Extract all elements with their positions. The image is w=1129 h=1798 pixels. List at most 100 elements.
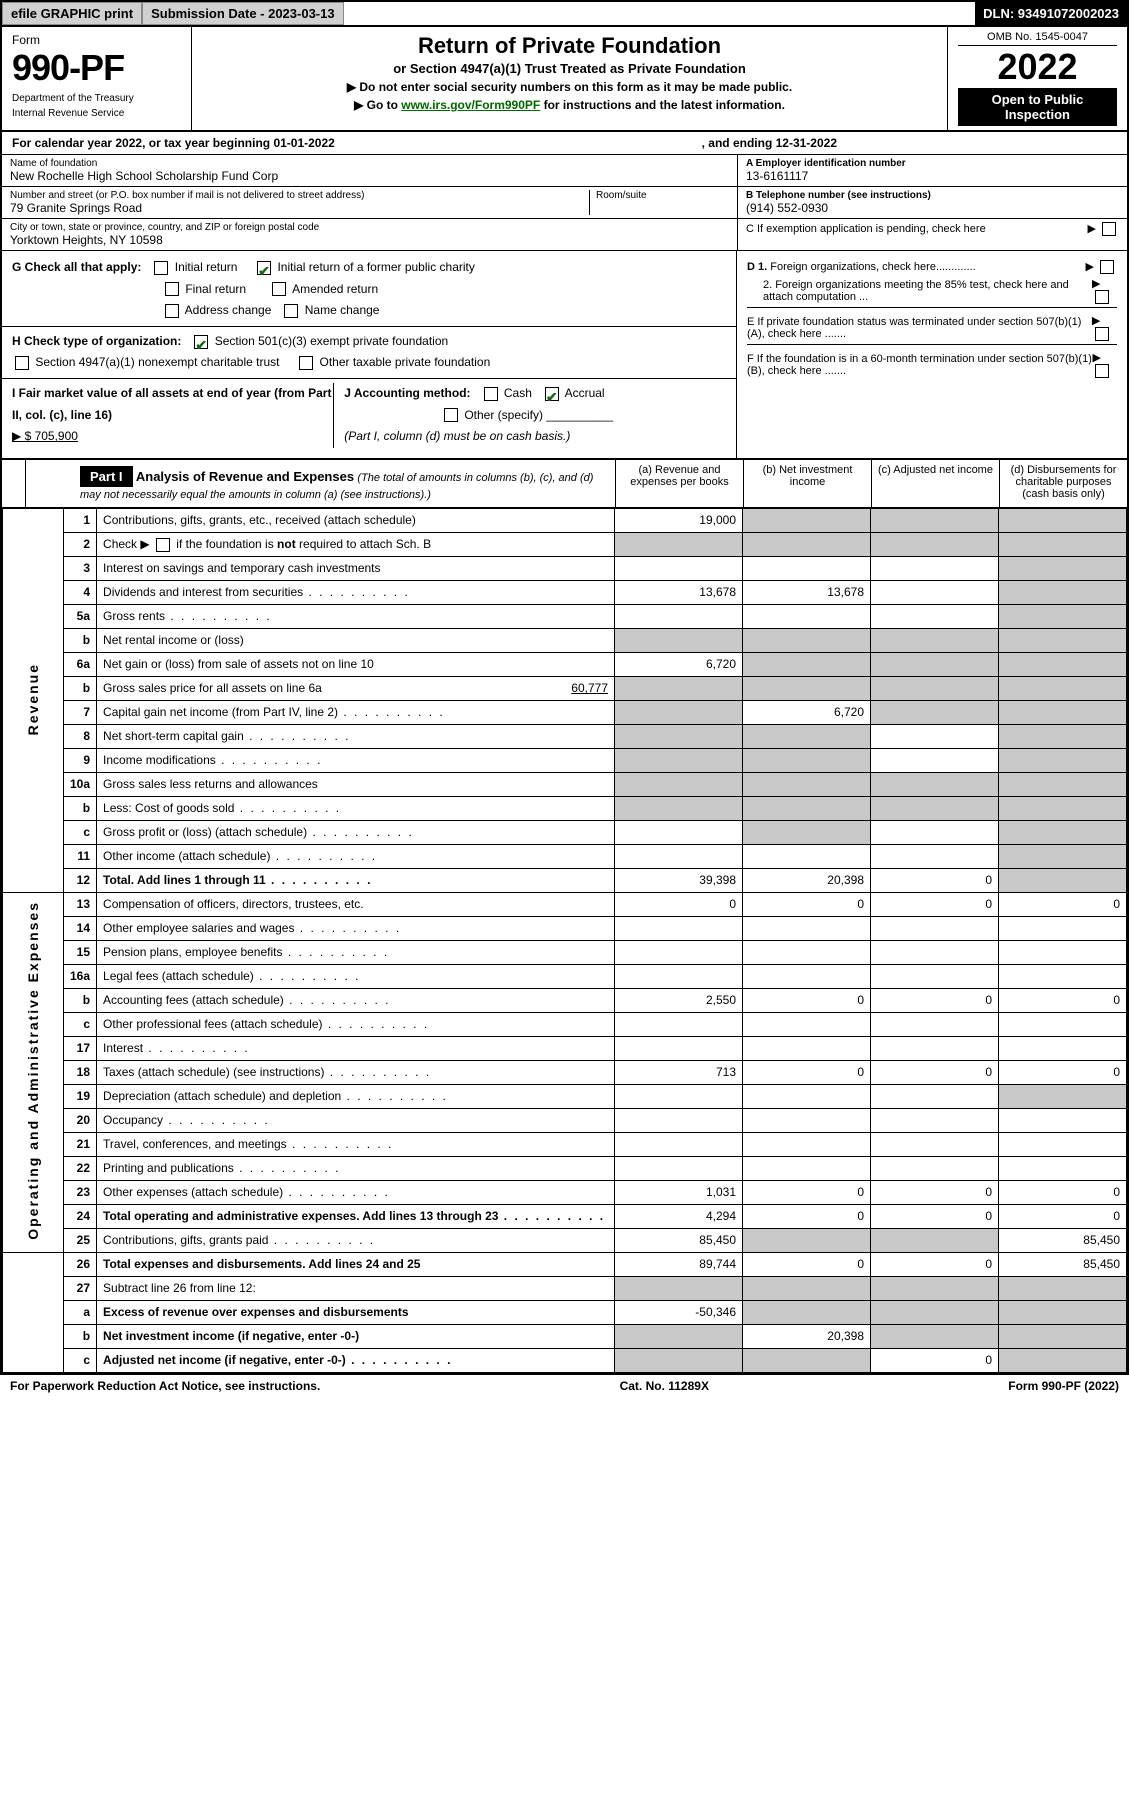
cell-a: 0: [615, 892, 743, 916]
j-other-checkbox[interactable]: [444, 408, 458, 422]
table-row: bNet rental income or (loss): [3, 628, 1127, 652]
line-label: Gross profit or (loss) (attach schedule): [97, 820, 615, 844]
h-501c3-checkbox[interactable]: [194, 335, 208, 349]
cell-d: 85,450: [999, 1252, 1127, 1276]
j-accrual-checkbox[interactable]: [545, 387, 559, 401]
efile-print-button[interactable]: efile GRAPHIC print: [2, 2, 142, 25]
col-d-header: (d) Disbursements for charitable purpose…: [999, 460, 1127, 507]
part1-title: Analysis of Revenue and Expenses: [136, 469, 354, 484]
schb-checkbox[interactable]: [156, 538, 170, 552]
cell-b: [743, 508, 871, 532]
col-c-header: (c) Adjusted net income: [871, 460, 999, 507]
table-row: 26Total expenses and disbursements. Add …: [3, 1252, 1127, 1276]
g-final-checkbox[interactable]: [165, 282, 179, 296]
line-label: Legal fees (attach schedule): [97, 964, 615, 988]
line-label: Subtract line 26 from line 12:: [97, 1276, 615, 1300]
line-label: Other professional fees (attach schedule…: [97, 1012, 615, 1036]
line-num: 7: [64, 700, 97, 724]
line-label: Other expenses (attach schedule): [97, 1180, 615, 1204]
d2-checkbox[interactable]: [1095, 290, 1109, 304]
cell-c: 0: [871, 1180, 999, 1204]
line-num: a: [64, 1300, 97, 1324]
e-checkbox[interactable]: [1095, 327, 1109, 341]
footer-right: Form 990-PF (2022): [1008, 1379, 1119, 1393]
h-label: H Check type of organization:: [12, 334, 181, 348]
cell-c: [871, 508, 999, 532]
dln-label: DLN: 93491072002023: [975, 2, 1127, 25]
line-num: 15: [64, 940, 97, 964]
c-checkbox[interactable]: [1102, 222, 1116, 236]
table-row: 15Pension plans, employee benefits: [3, 940, 1127, 964]
line-label: Other employee salaries and wages: [97, 916, 615, 940]
table-row: 4Dividends and interest from securities1…: [3, 580, 1127, 604]
g-initial-checkbox[interactable]: [154, 261, 168, 275]
cell-c: 0: [871, 1252, 999, 1276]
form-subtitle: or Section 4947(a)(1) Trust Treated as P…: [212, 61, 927, 76]
g-addr-checkbox[interactable]: [165, 304, 179, 318]
submission-date-button[interactable]: Submission Date - 2023-03-13: [142, 2, 344, 25]
line-num: 6a: [64, 652, 97, 676]
h-4947-label: Section 4947(a)(1) nonexempt charitable …: [35, 355, 279, 369]
cell-b: 0: [743, 988, 871, 1012]
g-initial-label: Initial return: [175, 260, 238, 274]
g-name-checkbox[interactable]: [284, 304, 298, 318]
cell-a: 713: [615, 1060, 743, 1084]
e-label: E If private foundation status was termi…: [747, 316, 1092, 340]
table-row: Operating and Administrative Expenses 13…: [3, 892, 1127, 916]
footer-mid: Cat. No. 11289X: [620, 1379, 709, 1393]
table-row: bLess: Cost of goods sold: [3, 796, 1127, 820]
i-label: I Fair market value of all assets at end…: [12, 386, 331, 422]
h-501c3-label: Section 501(c)(3) exempt private foundat…: [215, 334, 448, 348]
line-num: 8: [64, 724, 97, 748]
cell-b: 6,720: [743, 700, 871, 724]
cell-b: 0: [743, 1180, 871, 1204]
title-cell: Return of Private Foundation or Section …: [192, 27, 947, 130]
irs-link[interactable]: www.irs.gov/Form990PF: [401, 98, 540, 112]
line-num: 21: [64, 1132, 97, 1156]
line-label: Accounting fees (attach schedule): [97, 988, 615, 1012]
table-row: 10aGross sales less returns and allowanc…: [3, 772, 1127, 796]
line-label: Gross sales price for all assets on line…: [97, 676, 615, 700]
line-num: 20: [64, 1108, 97, 1132]
year-cell: OMB No. 1545-0047 2022 Open to Public In…: [947, 27, 1127, 130]
f-checkbox[interactable]: [1095, 364, 1109, 378]
cell-a: 19,000: [615, 508, 743, 532]
g-former-checkbox[interactable]: [257, 261, 271, 275]
line-num: 9: [64, 748, 97, 772]
line-num: c: [64, 820, 97, 844]
table-row: 6aNet gain or (loss) from sale of assets…: [3, 652, 1127, 676]
addr-label: Number and street (or P.O. box number if…: [10, 190, 589, 201]
h-other-checkbox[interactable]: [299, 356, 313, 370]
line-label: Compensation of officers, directors, tru…: [97, 892, 615, 916]
line-label: Total. Add lines 1 through 11: [97, 868, 615, 892]
line-num: b: [64, 628, 97, 652]
cell-c: 0: [871, 988, 999, 1012]
form-number: 990-PF: [12, 47, 181, 89]
top-toolbar: efile GRAPHIC print Submission Date - 20…: [2, 2, 1127, 27]
g-amend-checkbox[interactable]: [272, 282, 286, 296]
cell-c: 0: [871, 1348, 999, 1372]
d1-checkbox[interactable]: [1100, 260, 1114, 274]
cell-a: 85,450: [615, 1228, 743, 1252]
table-row: aExcess of revenue over expenses and dis…: [3, 1300, 1127, 1324]
table-row: 24Total operating and administrative exp…: [3, 1204, 1127, 1228]
foundation-name: New Rochelle High School Scholarship Fun…: [10, 169, 729, 183]
table-row: 9Income modifications: [3, 748, 1127, 772]
col-b-header: (b) Net investment income: [743, 460, 871, 507]
part1-badge: Part I: [80, 466, 133, 487]
form-container: efile GRAPHIC print Submission Date - 20…: [0, 0, 1129, 1375]
cell-b: 13,678: [743, 580, 871, 604]
line-label: Income modifications: [97, 748, 615, 772]
f-label: F If the foundation is in a 60-month ter…: [747, 353, 1092, 377]
table-row: 18Taxes (attach schedule) (see instructi…: [3, 1060, 1127, 1084]
table-row: 2Check ▶ if the foundation is not requir…: [3, 532, 1127, 556]
line-label: Contributions, gifts, grants, etc., rece…: [97, 508, 615, 532]
h-4947-checkbox[interactable]: [15, 356, 29, 370]
table-row: 5aGross rents: [3, 604, 1127, 628]
revenue-side-label: Revenue: [25, 663, 41, 735]
form-header: Form 990-PF Department of the Treasury I…: [2, 27, 1127, 132]
line-num: 24: [64, 1204, 97, 1228]
cell-d: 0: [999, 1180, 1127, 1204]
cell-c: 0: [871, 868, 999, 892]
j-cash-checkbox[interactable]: [484, 387, 498, 401]
